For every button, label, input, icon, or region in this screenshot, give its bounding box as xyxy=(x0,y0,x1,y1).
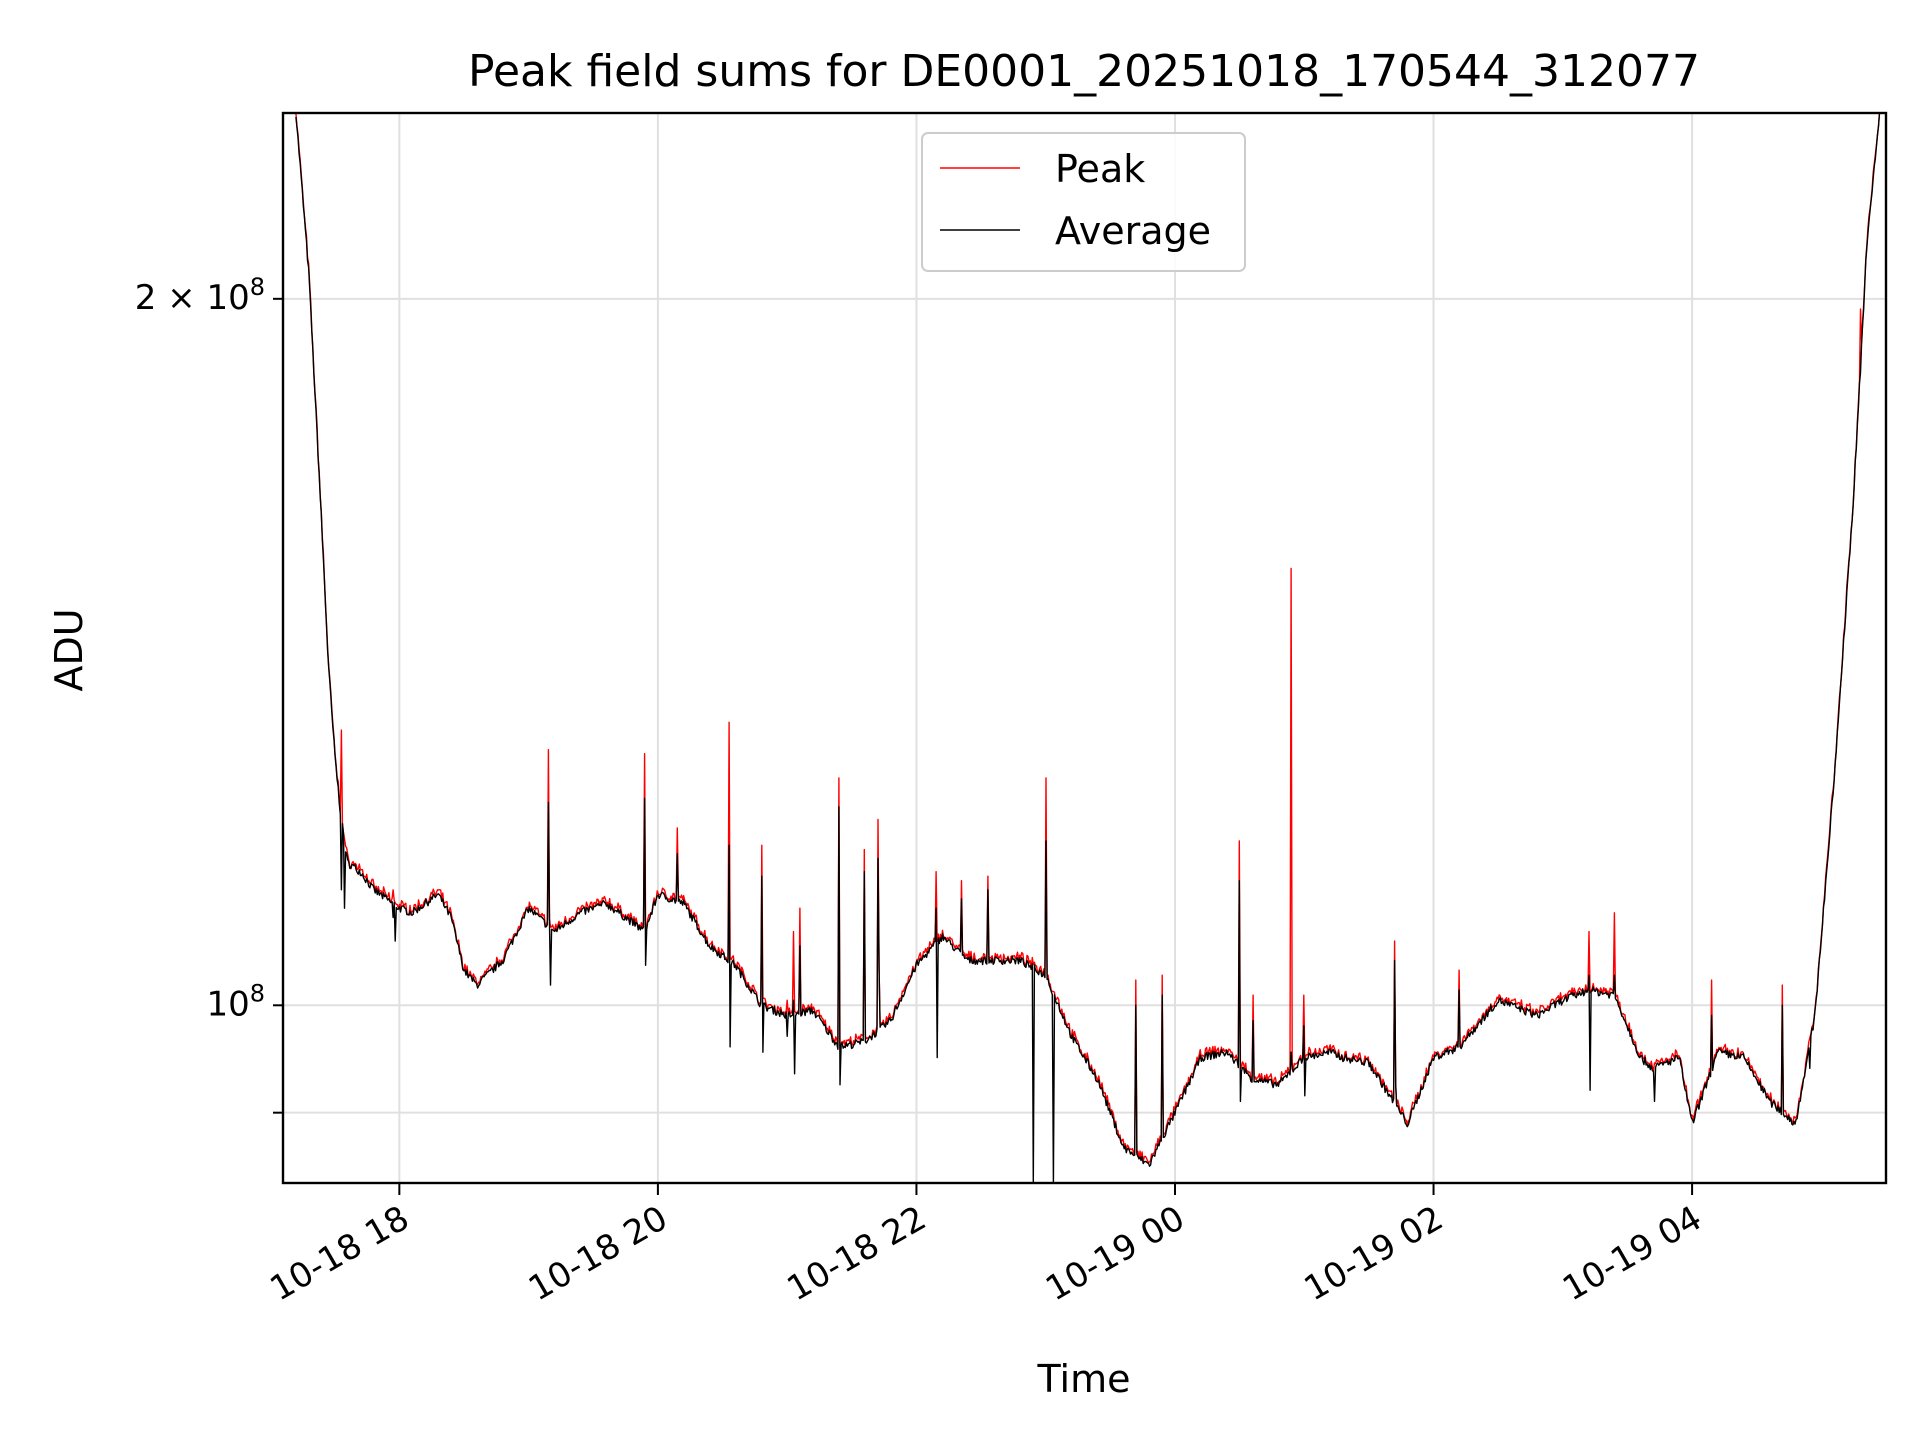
chart-title: Peak field sums for DE0001_20251018_1705… xyxy=(468,46,1700,97)
grid xyxy=(283,113,1886,1183)
legend-peak-label: Peak xyxy=(1055,147,1145,191)
legend-average-label: Average xyxy=(1055,209,1211,253)
plot-frame xyxy=(281,111,1888,1185)
y-tick-label: 108 xyxy=(206,979,265,1024)
series-group xyxy=(295,112,1881,1184)
x-axis-label: Time xyxy=(1037,1357,1131,1401)
y-axis-label: ADU xyxy=(47,608,91,691)
y-tick-label: 2 × 108 xyxy=(135,273,265,318)
legend: Peak Average xyxy=(921,132,1246,272)
series-average-line xyxy=(295,112,1881,1184)
